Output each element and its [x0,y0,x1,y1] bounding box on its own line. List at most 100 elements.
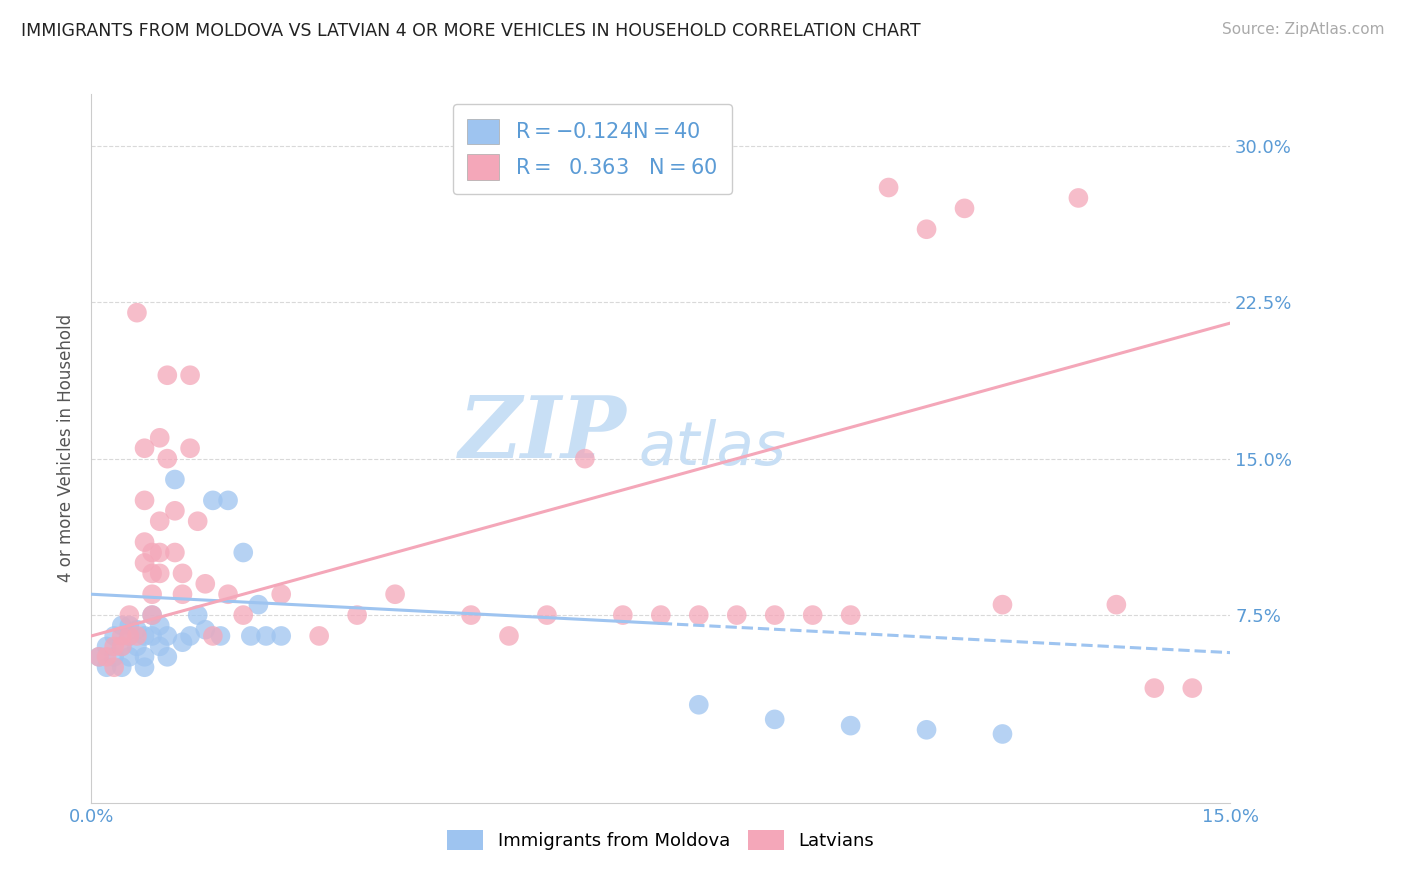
Latvians [763,608,786,623]
Immigrants from Moldova [156,649,179,664]
Latvians [125,306,148,320]
Immigrants from Moldova [96,660,118,674]
Latvians [141,566,163,581]
Immigrants from Moldova [239,629,262,643]
Immigrants from Moldova [111,618,134,632]
Latvians [460,608,482,623]
Latvians [346,608,368,623]
Latvians [179,442,201,455]
Immigrants from Moldova [991,727,1014,741]
Latvians [991,598,1014,612]
Latvians [172,587,194,601]
Immigrants from Moldova [209,629,232,643]
Legend: Immigrants from Moldova, Latvians: Immigrants from Moldova, Latvians [440,822,882,857]
Immigrants from Moldova [111,640,134,654]
Latvians [156,368,179,383]
Immigrants from Moldova [763,712,786,726]
Immigrants from Moldova [134,629,156,643]
Latvians [134,442,156,455]
Immigrants from Moldova [270,629,292,643]
Immigrants from Moldova [125,640,148,654]
Latvians [1181,681,1204,695]
Latvians [877,180,900,194]
Latvians [141,587,163,601]
Immigrants from Moldova [118,618,141,632]
Latvians [650,608,672,623]
Immigrants from Moldova [149,640,172,654]
Latvians [194,576,217,591]
Latvians [103,660,125,674]
Latvians [149,431,172,445]
Latvians [217,587,239,601]
Immigrants from Moldova [103,629,125,643]
Latvians [308,629,330,643]
Immigrants from Moldova [111,660,134,674]
Text: Source: ZipAtlas.com: Source: ZipAtlas.com [1222,22,1385,37]
Immigrants from Moldova [141,629,163,643]
Immigrants from Moldova [118,629,141,643]
Latvians [201,629,224,643]
Latvians [149,514,172,528]
Immigrants from Moldova [201,493,224,508]
Latvians [156,451,179,466]
Immigrants from Moldova [125,623,148,637]
Latvians [134,556,156,570]
Latvians [688,608,710,623]
Immigrants from Moldova [118,649,141,664]
Latvians [839,608,862,623]
Text: atlas: atlas [638,418,786,478]
Latvians [118,608,141,623]
Latvians [163,545,186,559]
Latvians [612,608,634,623]
Latvians [87,649,110,664]
Latvians [103,640,125,654]
Latvians [725,608,748,623]
Latvians [111,640,134,654]
Latvians [915,222,938,236]
Immigrants from Moldova [163,473,186,487]
Latvians [187,514,209,528]
Immigrants from Moldova [156,629,179,643]
Immigrants from Moldova [217,493,239,508]
Latvians [498,629,520,643]
Immigrants from Moldova [87,649,110,664]
Latvians [1067,191,1090,205]
Latvians [134,493,156,508]
Latvians [1143,681,1166,695]
Immigrants from Moldova [839,718,862,732]
Immigrants from Moldova [134,660,156,674]
Immigrants from Moldova [141,608,163,623]
Latvians [141,608,163,623]
Latvians [172,566,194,581]
Latvians [179,368,201,383]
Immigrants from Moldova [134,649,156,664]
Text: IMMIGRANTS FROM MOLDOVA VS LATVIAN 4 OR MORE VEHICLES IN HOUSEHOLD CORRELATION C: IMMIGRANTS FROM MOLDOVA VS LATVIAN 4 OR … [21,22,921,40]
Latvians [141,545,163,559]
Latvians [134,535,156,549]
Latvians [232,608,254,623]
Latvians [574,451,596,466]
Latvians [96,649,118,664]
Latvians [801,608,824,623]
Immigrants from Moldova [149,618,172,632]
Immigrants from Moldova [915,723,938,737]
Latvians [953,202,976,216]
Latvians [163,504,186,518]
Latvians [384,587,406,601]
Y-axis label: 4 or more Vehicles in Household: 4 or more Vehicles in Household [56,314,75,582]
Latvians [149,545,172,559]
Immigrants from Moldova [232,545,254,559]
Latvians [118,629,141,643]
Immigrants from Moldova [254,629,277,643]
Latvians [1105,598,1128,612]
Text: ZIP: ZIP [458,392,627,475]
Immigrants from Moldova [96,640,118,654]
Latvians [125,629,148,643]
Latvians [536,608,558,623]
Immigrants from Moldova [194,623,217,637]
Latvians [111,629,134,643]
Immigrants from Moldova [172,635,194,649]
Immigrants from Moldova [247,598,270,612]
Immigrants from Moldova [187,608,209,623]
Latvians [270,587,292,601]
